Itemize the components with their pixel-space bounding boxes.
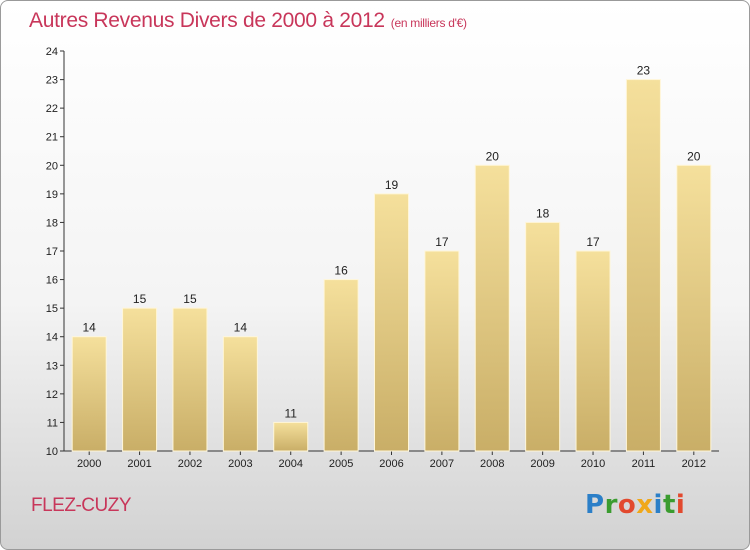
bar-2010 (575, 250, 611, 452)
x-tick-label: 2003 (228, 458, 252, 470)
data-label-2003: 14 (234, 321, 248, 335)
y-tick-label: 10 (46, 446, 58, 458)
bar-2000 (71, 336, 107, 452)
bar-2006 (374, 193, 409, 452)
y-tick-label: 18 (46, 217, 58, 229)
logo-letter: x (636, 490, 654, 520)
y-axis: 10 11 12 13 14 15 16 17 18 19 20 21 22 23 24 (46, 46, 65, 458)
proxiti-logo: Proxiti (585, 490, 685, 520)
data-label-2009: 18 (536, 206, 550, 220)
commune-name: FLEZ-CUZY (31, 495, 132, 516)
y-tick-label: 22 (46, 103, 58, 115)
x-axis: 2000 2001 2002 2003 2004 2005 2006 2007 2008 2009… (64, 450, 719, 470)
y-tick-label: 13 (46, 360, 58, 372)
y-tick-label: 16 (46, 275, 58, 287)
data-label-2005: 16 (334, 264, 348, 278)
data-label-2012: 20 (687, 149, 701, 163)
data-label-2011: 23 (637, 64, 651, 78)
x-tick-label: 2001 (127, 458, 151, 470)
chart-title-text: Autres Revenus Divers de 2000 à 2012 (29, 9, 385, 32)
x-tick-label: 2002 (178, 458, 202, 470)
y-tick-label: 21 (46, 132, 58, 144)
data-label-2004: 11 (284, 406, 297, 420)
x-tick-label: 2008 (480, 458, 504, 470)
x-tick-label: 2005 (329, 458, 353, 470)
data-label-2001: 15 (133, 292, 147, 306)
chart-title: Autres Revenus Divers de 2000 à 2012 (en … (29, 9, 467, 33)
data-label-2006: 19 (385, 178, 399, 192)
bar-2005 (323, 279, 359, 452)
y-tick-label: 24 (46, 46, 58, 58)
x-tick-label: 2009 (530, 458, 554, 470)
logo-letter: P (585, 490, 605, 520)
data-label-2000: 14 (83, 321, 97, 335)
data-label-2008: 20 (486, 149, 500, 163)
x-tick-label: 2004 (278, 458, 302, 470)
bar-2009 (525, 221, 561, 452)
data-label-2010: 17 (586, 235, 600, 249)
data-label-2007: 17 (435, 235, 449, 249)
y-tick-label: 23 (46, 75, 58, 87)
bars (71, 79, 712, 452)
y-tick-label: 20 (46, 160, 58, 172)
bar-2003 (222, 336, 258, 452)
y-tick-label: 15 (46, 303, 58, 315)
bar-2007 (424, 250, 460, 452)
y-tick-label: 14 (46, 332, 58, 344)
y-tick-label: 12 (46, 389, 58, 401)
chart-unit: (en milliers d'€) (390, 16, 467, 30)
bar-2012 (676, 164, 712, 452)
bar-2011 (625, 79, 661, 452)
logo-letter: r (604, 490, 618, 520)
bar-2004 (273, 421, 309, 452)
data-label-2002: 15 (183, 292, 197, 306)
bar-2002 (172, 307, 208, 452)
logo-letter: i (675, 490, 686, 520)
y-tick-label: 17 (46, 246, 58, 258)
data-labels: 14 15 15 14 11 16 19 17 20 18 17 23 20 (83, 64, 701, 421)
logo-letter: i (653, 490, 663, 520)
x-tick-label: 2011 (632, 458, 656, 470)
x-tick-label: 2006 (379, 458, 403, 470)
x-tick-label: 2010 (581, 458, 605, 470)
x-tick-label: 2007 (430, 458, 454, 470)
logo-letter: o (617, 490, 637, 520)
bar-2001 (122, 307, 158, 452)
x-tick-label: 2000 (77, 458, 101, 470)
x-tick-label: 2012 (682, 458, 706, 470)
y-tick-label: 11 (47, 417, 58, 429)
bar-2008 (474, 164, 510, 452)
logo-letter: t (662, 490, 676, 520)
y-tick-label: 19 (46, 189, 58, 201)
